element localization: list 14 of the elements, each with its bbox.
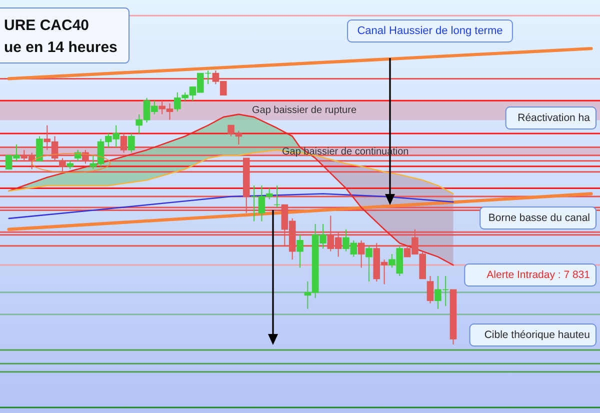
candlestick (296, 234, 304, 268)
text: Canal Haussier de long terme (357, 25, 503, 37)
candlestick (366, 245, 372, 282)
chart-title: URE CAC40 (4, 17, 90, 34)
candlestick (274, 185, 280, 208)
annotation: Borne basse du canal (488, 212, 590, 224)
candlestick (36, 136, 43, 162)
chart-subtitle: ue en 14 heures (4, 39, 118, 56)
annotation: Cible théorique hauteu (484, 329, 590, 341)
candlestick (426, 275, 434, 304)
annotation: Réactivation ha (518, 112, 590, 124)
candlestick (128, 133, 135, 154)
band-label: Gap baissier de rupture (252, 105, 357, 116)
annotation: Alerte Intraday : 7 831 (486, 269, 590, 281)
